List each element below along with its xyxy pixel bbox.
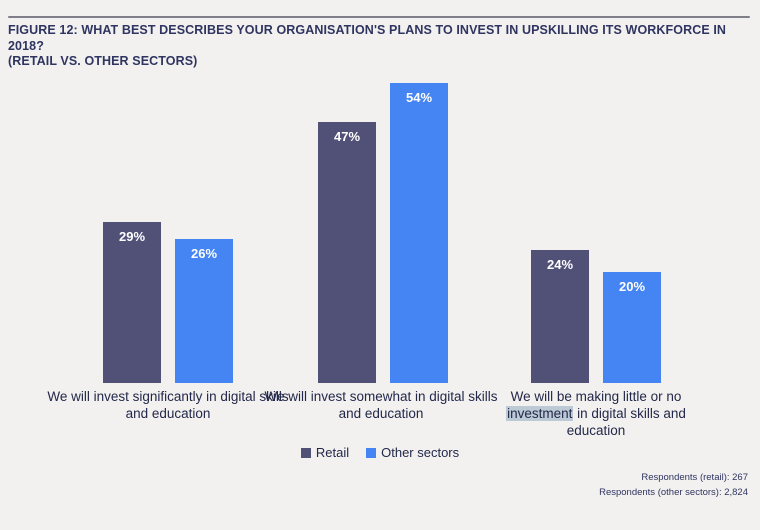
bar-retail-invest-somewhat: 47% bbox=[318, 122, 376, 383]
bar-other-sectors-invest-somewhat: 54% bbox=[390, 83, 448, 383]
value-label: 24% bbox=[546, 257, 574, 272]
category-label-invest-somewhat: We will invest somewhat in digital skill… bbox=[264, 389, 498, 421]
respondents-retail: Respondents (retail): 267 bbox=[641, 472, 748, 483]
legend-item-retail: Retail bbox=[300, 445, 350, 460]
bar-retail-invest-significantly: 29% bbox=[103, 222, 161, 383]
respondents-note: Respondents (retail): 267 Respondents (o… bbox=[599, 471, 748, 500]
highlighted-word-investment: investment bbox=[506, 406, 574, 421]
category-label-text: in digital skills and education bbox=[566, 406, 686, 438]
respondents-other-sectors: Respondents (other sectors): 2,824 bbox=[599, 486, 748, 498]
bar-retail-little-or-no-investment: 24% bbox=[531, 250, 589, 383]
value-label: 26% bbox=[190, 246, 218, 261]
chart-plot-area: 29% 26% 47% 54% 24% 20% bbox=[103, 83, 661, 383]
category-label-little-or-no-investment: We will be making little or no investmen… bbox=[491, 388, 701, 439]
value-label: 29% bbox=[118, 229, 146, 244]
legend-swatch-other-sectors bbox=[366, 447, 377, 458]
category-label-invest-significantly: We will invest significantly in digital … bbox=[47, 389, 289, 421]
category-label-text: We will be making little or no bbox=[510, 389, 682, 404]
bar-group-invest-significantly: 29% 26% bbox=[103, 222, 233, 383]
figure-title-line1: FIGURE 12: WHAT BEST DESCRIBES YOUR ORGA… bbox=[8, 23, 727, 53]
legend-label-other-sectors: Other sectors bbox=[381, 445, 460, 460]
figure-title: FIGURE 12: WHAT BEST DESCRIBES YOUR ORGA… bbox=[8, 23, 752, 70]
legend-label-retail: Retail bbox=[315, 445, 350, 460]
legend-swatch-retail bbox=[300, 447, 311, 458]
bar-group-little-or-no-investment: 24% 20% bbox=[531, 250, 661, 383]
bar-group-invest-somewhat: 47% 54% bbox=[318, 83, 448, 383]
bar-other-sectors-invest-significantly: 26% bbox=[175, 239, 233, 383]
legend-item-other-sectors: Other sectors bbox=[366, 445, 459, 460]
value-label: 54% bbox=[405, 90, 433, 105]
chart-legend: Retail Other sectors bbox=[0, 445, 760, 460]
value-label: 47% bbox=[333, 129, 361, 144]
bar-other-sectors-little-or-no-investment: 20% bbox=[603, 272, 661, 383]
figure-title-line2: (RETAIL VS. OTHER SECTORS) bbox=[8, 54, 198, 68]
value-label: 20% bbox=[618, 279, 646, 294]
top-rule-divider bbox=[8, 16, 750, 18]
